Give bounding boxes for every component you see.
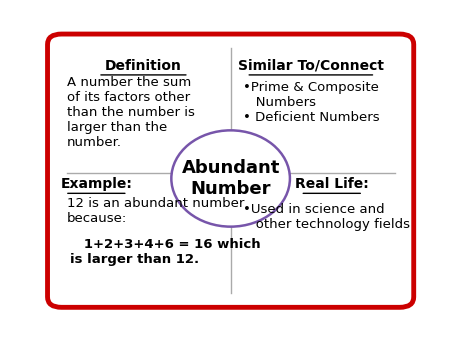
Text: 12 is an abundant number
because:: 12 is an abundant number because: [67,197,244,225]
Text: Definition: Definition [105,59,182,73]
Text: Abundant
Number: Abundant Number [181,159,280,198]
Ellipse shape [171,130,290,227]
Text: Example:: Example: [60,177,132,191]
Text: Real Life:: Real Life: [295,177,369,191]
Text: •Prime & Composite
   Numbers
• Deficient Numbers: •Prime & Composite Numbers • Deficient N… [243,81,379,124]
Text: 1+2+3+4+6 = 16 which
is larger than 12.: 1+2+3+4+6 = 16 which is larger than 12. [70,238,261,266]
Text: A number the sum
of its factors other
than the number is
larger than the
number.: A number the sum of its factors other th… [67,76,194,149]
Text: Similar To/Connect: Similar To/Connect [238,59,384,73]
Text: •Used in science and
   other technology fields: •Used in science and other technology fi… [243,203,410,231]
FancyBboxPatch shape [48,34,414,307]
